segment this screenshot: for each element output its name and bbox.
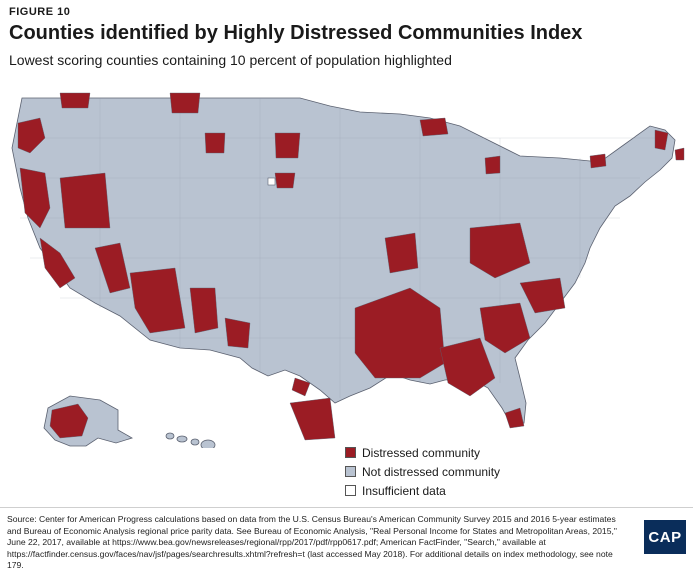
- legend-label-not-distressed: Not distressed community: [362, 464, 501, 479]
- chart-subtitle: Lowest scoring counties containing 10 pe…: [9, 52, 452, 68]
- legend-item-insufficient: Insufficient data: [345, 481, 500, 500]
- cap-logo: CAP: [644, 520, 686, 554]
- map-legend: Distressed community Not distressed comm…: [345, 443, 500, 500]
- source-note: Source: Center for American Progress cal…: [7, 514, 617, 571]
- insufficient-data-county: [267, 177, 276, 186]
- legend-swatch-not-distressed: [345, 466, 356, 477]
- footer-divider: [0, 507, 693, 508]
- legend-swatch-insufficient: [345, 485, 356, 496]
- legend-item-not-distressed: Not distressed community: [345, 462, 500, 481]
- legend-item-distressed: Distressed community: [345, 443, 500, 462]
- legend-swatch-distressed: [345, 447, 356, 458]
- legend-label-insufficient: Insufficient data: [362, 483, 446, 498]
- legend-label-distressed: Distressed community: [362, 445, 481, 460]
- chart-title: Counties identified by Highly Distressed…: [9, 22, 583, 44]
- figure-label: FIGURE 10: [9, 6, 71, 18]
- us-county-map: [11, 92, 685, 448]
- distressed-regions: [17, 92, 685, 441]
- hawaii-shape: [165, 432, 216, 448]
